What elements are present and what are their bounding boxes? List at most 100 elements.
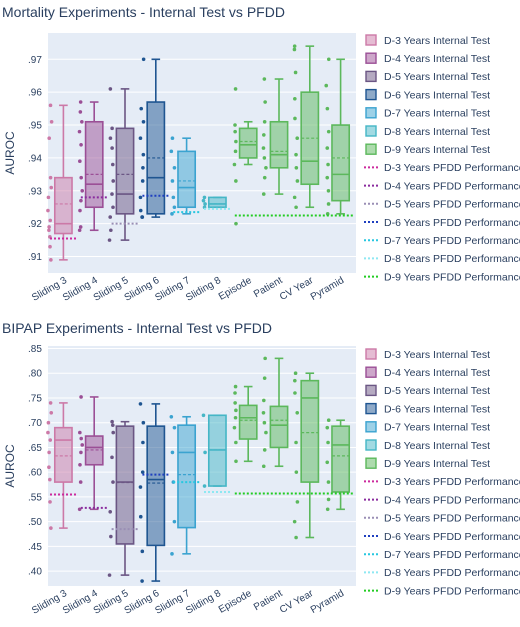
data-point: [293, 391, 297, 395]
data-point: [233, 123, 237, 127]
legend-label: D-3 Years PFDD Performance: [384, 162, 520, 174]
data-point: [138, 485, 143, 489]
data-point: [79, 450, 83, 455]
data-point: [110, 126, 114, 131]
legend-swatch: [365, 34, 377, 46]
legend-item: D-8 Years PFDD Performance: [364, 253, 520, 265]
legend-label: D-8 Years PFDD Performance: [384, 567, 520, 579]
legend-swatch: [365, 52, 377, 64]
data-point: [294, 535, 298, 540]
data-point: [110, 419, 114, 424]
data-point: [77, 228, 82, 233]
y-tick-label: .60: [28, 468, 42, 479]
box-body: [115, 425, 135, 545]
series-6: [201, 413, 227, 488]
series-4: [138, 402, 166, 583]
data-point: [262, 175, 267, 180]
y-tick-label: .75: [28, 393, 42, 404]
data-point: [169, 414, 174, 419]
data-point: [294, 440, 298, 445]
y-axis-label: AUROC: [3, 444, 17, 488]
data-point: [324, 83, 329, 88]
series-5: [169, 136, 197, 216]
data-point: [262, 119, 267, 124]
box-body: [53, 426, 73, 483]
data-point: [111, 430, 116, 435]
box: [169, 414, 197, 556]
box: [292, 44, 320, 210]
data-point: [110, 146, 114, 150]
data-point: [292, 47, 297, 52]
data-point: [170, 212, 174, 216]
data-point: [326, 129, 331, 134]
box: [201, 413, 227, 488]
data-point: [295, 411, 300, 415]
x-tick-label: CV Year: [278, 588, 316, 616]
x-tick-label: Sliding 8: [184, 588, 223, 617]
data-point: [326, 162, 330, 167]
box-body: [177, 424, 197, 529]
box-body: [269, 120, 289, 169]
data-point: [325, 507, 330, 512]
series-6: [201, 195, 227, 210]
box-body: [269, 405, 289, 449]
data-point: [138, 402, 143, 406]
data-point: [326, 497, 331, 502]
legend-item: D-5 Years Internal Test: [365, 384, 490, 397]
legend-swatch: [365, 107, 377, 119]
data-point: [326, 189, 331, 193]
data-point: [233, 149, 238, 154]
data-point: [108, 136, 113, 141]
data-point: [326, 480, 331, 484]
data-point: [46, 195, 51, 200]
box: [169, 136, 197, 216]
data-point: [262, 156, 267, 160]
box-body: [207, 196, 227, 209]
data-point: [110, 455, 114, 460]
legend-swatch: [365, 439, 377, 451]
box: [261, 77, 289, 196]
legend-item: D-3 Years PFDD Performance: [364, 162, 520, 174]
data-point: [326, 418, 331, 423]
data-point: [232, 162, 237, 167]
data-point: [141, 440, 145, 445]
legend-item: D-3 Years PFDD Performance: [364, 476, 520, 488]
data-point: [233, 87, 238, 91]
y-tick-label: .40: [28, 567, 42, 578]
data-point: [110, 192, 114, 196]
data-point: [293, 371, 298, 376]
data-point: [138, 195, 143, 200]
x-tick-label: Episode: [217, 588, 254, 616]
data-point: [78, 100, 83, 104]
data-point: [325, 106, 330, 111]
legend-swatch: [365, 366, 377, 378]
data-point: [140, 179, 145, 183]
box: [324, 57, 351, 216]
box: [77, 100, 104, 233]
data-point: [108, 215, 113, 219]
legend-label: D-6 Years Internal Test: [384, 403, 490, 415]
data-point: [108, 509, 113, 514]
y-tick-label: .97: [28, 55, 42, 66]
box-body: [84, 120, 104, 209]
data-point: [111, 179, 116, 183]
data-point: [80, 443, 85, 447]
data-point: [234, 179, 238, 183]
data-point: [140, 549, 145, 554]
series-4: [138, 57, 166, 219]
y-tick-label: .65: [28, 443, 42, 454]
box-body: [238, 127, 258, 159]
data-point: [234, 139, 238, 144]
data-point: [48, 218, 53, 223]
legend-label: D-6 Years PFDD Performance: [384, 531, 520, 543]
legend-label: D-3 Years Internal Test: [384, 35, 490, 47]
series-7: [232, 44, 351, 226]
data-point: [111, 480, 115, 484]
legend-label: D-7 Years PFDD Performance: [384, 549, 520, 561]
box-body: [300, 379, 320, 483]
data-point: [264, 165, 268, 170]
legend-item: D-9 Years Internal Test: [365, 143, 490, 156]
legend-label: D-5 Years Internal Test: [384, 385, 490, 397]
data-point: [170, 179, 175, 183]
series-3: [107, 419, 135, 577]
